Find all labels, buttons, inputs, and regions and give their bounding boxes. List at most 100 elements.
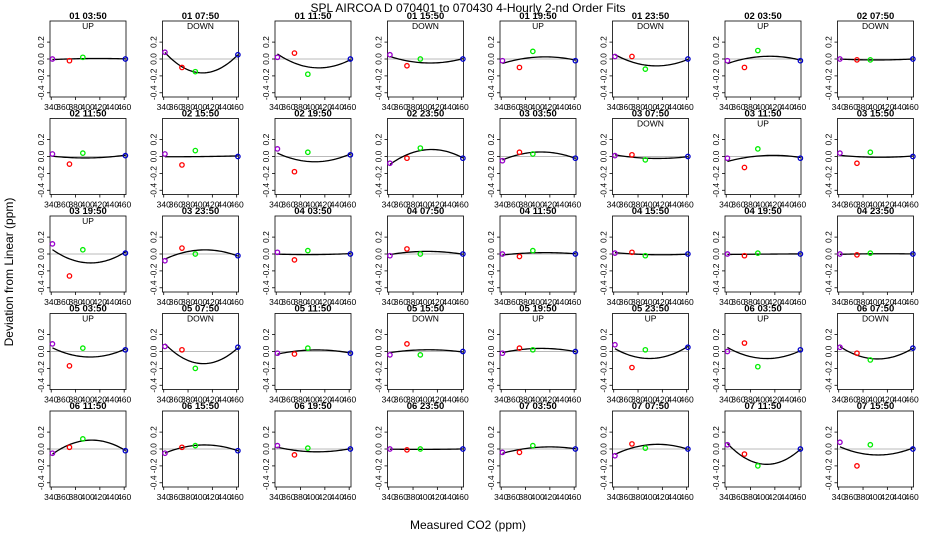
x-tick-label: 420	[93, 297, 107, 307]
y-tick-label: 0.2	[149, 36, 159, 48]
data-point	[516, 149, 523, 156]
panel-mode: UP	[532, 21, 544, 31]
data-point	[612, 250, 618, 257]
y-tick-label: 0.2	[374, 231, 384, 243]
x-tick-label: 380	[631, 492, 645, 502]
data-point	[741, 252, 748, 259]
data-point	[910, 153, 916, 160]
x-tick-label: 460	[117, 395, 131, 405]
y-tick-label: 0.0	[36, 150, 46, 162]
x-tick-label: 460	[567, 395, 581, 405]
data-point	[642, 157, 649, 163]
x-tick-label: 380	[743, 492, 757, 502]
x-tick-label: 340	[382, 395, 396, 405]
y-tick-label: 0.2	[36, 133, 46, 145]
y-tick-label: 0.0	[261, 248, 271, 260]
x-tick-label: 340	[719, 395, 733, 405]
y-tick-label: 0.2	[261, 231, 271, 243]
y-tick-label: 0.0	[374, 150, 384, 162]
x-tick-label: 340	[44, 395, 58, 405]
x-tick-label: 340	[269, 200, 283, 210]
x-tick-label: 420	[768, 492, 782, 502]
y-tick-label: -0.2	[261, 263, 271, 278]
x-tick-label: 380	[518, 102, 532, 112]
fit-curve	[277, 53, 351, 69]
data-point	[49, 341, 56, 347]
y-tick-label: 0.2	[149, 133, 159, 145]
y-tick-label: -0.4	[599, 280, 609, 295]
x-tick-label: 360	[619, 492, 633, 502]
x-tick-label: 460	[342, 297, 356, 307]
data-point	[910, 56, 916, 62]
data-point	[192, 365, 199, 372]
y-tick-label: -0.4	[261, 378, 271, 393]
x-tick-label: 380	[293, 200, 307, 210]
panel-mode: DOWN	[862, 314, 889, 324]
y-tick-label: 0.2	[824, 36, 834, 48]
y-tick-label: 0.0	[486, 53, 496, 65]
x-tick-label: 420	[430, 395, 444, 405]
panel-title: 02 23:50	[407, 109, 445, 120]
x-tick-label: 420	[205, 297, 219, 307]
fit-curve	[277, 152, 351, 163]
x-tick-label: 340	[382, 492, 396, 502]
x-tick-label: 460	[567, 200, 581, 210]
data-point	[629, 53, 635, 60]
x-tick-label: 440	[330, 200, 344, 210]
data-point	[797, 446, 804, 452]
x-tick-label: 440	[892, 297, 906, 307]
x-tick-label: 400	[81, 200, 95, 210]
panel-title: 03 23:50	[182, 206, 220, 217]
x-tick-label: 420	[318, 200, 332, 210]
data-point	[797, 251, 804, 257]
data-point	[387, 252, 393, 259]
x-tick-label: 420	[655, 200, 669, 210]
x-tick-label: 360	[844, 200, 858, 210]
y-tick-label: 0.2	[261, 328, 271, 340]
fit-curve	[614, 345, 689, 360]
x-tick-label: 460	[342, 102, 356, 112]
y-tick-label: 0.0	[486, 150, 496, 162]
data-point	[347, 56, 354, 62]
y-tick-label: 0.0	[36, 53, 46, 65]
data-point	[572, 251, 579, 257]
data-point	[387, 51, 393, 58]
data-point	[404, 341, 410, 347]
x-tick-label: 460	[230, 102, 244, 112]
x-tick-label: 420	[880, 395, 894, 405]
data-point	[235, 344, 241, 351]
x-tick-label: 420	[543, 102, 557, 112]
data-point	[754, 363, 761, 370]
fit-curve	[389, 55, 464, 64]
x-tick-label: 380	[293, 492, 307, 502]
x-tick-label: 360	[281, 200, 295, 210]
fit-curve	[839, 154, 913, 158]
x-tick-label: 400	[306, 297, 320, 307]
y-tick-label: -0.4	[149, 475, 159, 490]
x-tick-label: 440	[555, 492, 569, 502]
data-point	[754, 463, 761, 469]
fit-curve	[839, 446, 914, 456]
y-tick-label: 0.2	[261, 133, 271, 145]
y-tick-label: 0.2	[824, 426, 834, 438]
x-tick-label: 440	[217, 492, 231, 502]
x-tick-label: 440	[667, 200, 681, 210]
x-tick-label: 460	[567, 102, 581, 112]
y-tick-label: 0.2	[824, 133, 834, 145]
x-tick-label: 380	[631, 395, 645, 405]
x-tick-label: 360	[506, 102, 520, 112]
panel-title: 05 03:50	[69, 304, 107, 315]
y-tick-label: -0.4	[824, 85, 834, 100]
x-tick-label: 380	[631, 297, 645, 307]
data-point	[910, 345, 916, 351]
x-tick-label: 400	[193, 102, 207, 112]
fit-curve	[52, 347, 126, 358]
x-tick-label: 360	[619, 102, 633, 112]
fit-curve	[727, 154, 801, 163]
panel-mode: UP	[645, 314, 657, 324]
y-tick-label: 0.2	[374, 426, 384, 438]
panel-title: 06 07:50	[857, 304, 895, 315]
x-tick-label: 340	[494, 395, 508, 405]
x-tick-label: 460	[230, 200, 244, 210]
